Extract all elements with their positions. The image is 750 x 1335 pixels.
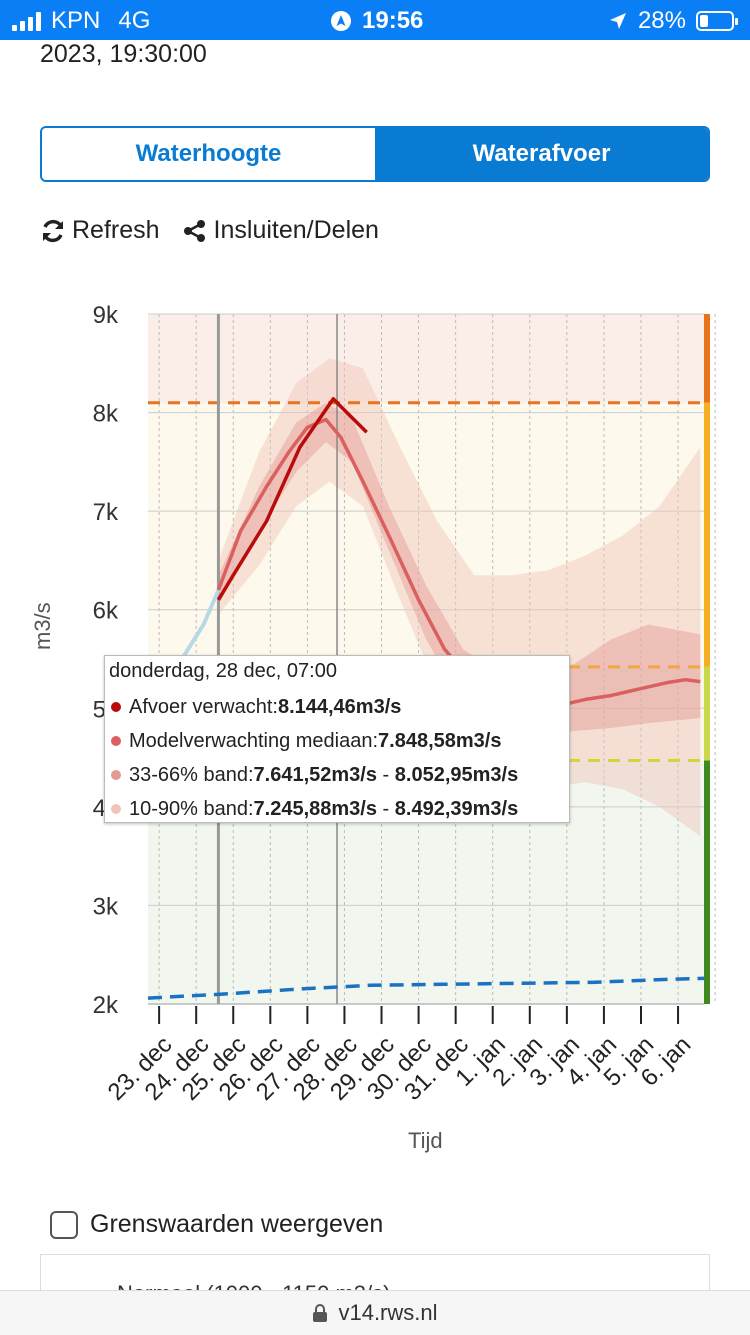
zone-marker <box>704 314 710 403</box>
tooltip-label: Modelverwachting mediaan: <box>129 729 379 752</box>
share-label: Insluiten/Delen <box>213 216 379 244</box>
network-type: 4G <box>118 7 151 34</box>
chart-tooltip: donderdag, 28 dec, 07:00 Afvoer verwacht… <box>104 655 570 823</box>
tooltip-value2: 8.492,39m3/s <box>394 797 519 820</box>
series-dot-icon <box>111 770 121 780</box>
tooltip-row-mediaan: Modelverwachting mediaan: 7.848,58m3/s <box>109 724 569 758</box>
tooltip-row-afvoer: Afvoer verwacht: 8.144,46m3/s <box>109 690 569 724</box>
share-button[interactable]: Insluiten/Delen <box>182 216 379 245</box>
tooltip-value: 8.144,46m3/s <box>277 695 402 718</box>
tooltip-value: 7.641,52m3/s <box>253 763 377 786</box>
thresholds-label: Grenswaarden weergeven <box>90 1210 384 1238</box>
thresholds-toggle[interactable]: Grenswaarden weergeven <box>50 1210 383 1239</box>
tab-waterhoogte[interactable]: Waterhoogte <box>42 128 375 180</box>
action-bar: Refresh Insluiten/Delen <box>40 216 379 245</box>
battery-fill <box>700 15 709 27</box>
url-bar[interactable]: v14.rws.nl <box>0 1290 750 1335</box>
tooltip-label: 33-66% band: <box>129 763 254 786</box>
location-circle-icon <box>331 11 351 31</box>
carrier-name: KPN <box>51 7 101 34</box>
zone-marker <box>704 760 710 1004</box>
signal-icon <box>12 11 41 31</box>
band-area <box>218 358 701 837</box>
refresh-button[interactable]: Refresh <box>40 216 160 245</box>
series-line <box>147 976 705 1000</box>
y-tick-label: 6k <box>93 598 119 625</box>
tab-waterafvoer[interactable]: Waterafvoer <box>375 128 708 180</box>
x-axis-title: Tijd <box>408 1128 443 1153</box>
tooltip-value: 7.245,88m3/s <box>253 797 377 820</box>
lock-icon <box>313 1304 328 1322</box>
refresh-label: Refresh <box>72 216 160 244</box>
battery-percent: 28% <box>637 7 686 34</box>
location-arrow-icon <box>609 13 626 29</box>
zone-band <box>148 314 704 403</box>
tooltip-title: donderdag, 28 dec, 07:00 <box>109 660 337 682</box>
last-updated: 2023, 19:30:00 <box>40 40 207 68</box>
series-line <box>216 417 701 709</box>
y-tick-label: 3k <box>93 893 119 920</box>
series-dot-icon <box>111 702 121 712</box>
battery-icon <box>696 11 738 31</box>
y-tick-label: 2k <box>93 992 119 1019</box>
tooltip-sep: - <box>376 763 395 786</box>
tooltip-label: Afvoer verwacht: <box>129 695 278 718</box>
tooltip-label: 10-90% band: <box>129 797 254 820</box>
tooltip-sep: - <box>376 797 395 820</box>
y-tick-label: 9k <box>93 302 119 329</box>
tooltip-value: 7.848,58m3/s <box>378 729 502 752</box>
y-tick-label: 8k <box>93 401 119 428</box>
zone-marker <box>704 402 710 667</box>
series-line <box>216 397 368 601</box>
tooltip-row-band33: 33-66% band: 7.641,52m3/s - 8.052,95m3/s <box>109 758 569 792</box>
y-tick-label: 7k <box>93 499 119 526</box>
view-toggle: Waterhoogte Waterafvoer <box>40 126 710 182</box>
zone-marker <box>704 666 710 761</box>
tooltip-value2: 8.052,95m3/s <box>394 763 519 786</box>
y-axis-title: m3/s <box>30 602 55 650</box>
tooltip-row-band10: 10-90% band: 7.245,88m3/s - 8.492,39m3/s <box>109 792 569 826</box>
series-dot-icon <box>111 804 121 814</box>
url-text: v14.rws.nl <box>338 1300 438 1325</box>
status-bar: KPN 4G 19:56 28% <box>0 0 750 40</box>
series-dot-icon <box>111 736 121 746</box>
clock: 19:56 <box>362 7 424 34</box>
share-icon <box>183 219 205 242</box>
refresh-icon <box>43 219 63 242</box>
thresholds-checkbox[interactable] <box>50 1210 78 1239</box>
